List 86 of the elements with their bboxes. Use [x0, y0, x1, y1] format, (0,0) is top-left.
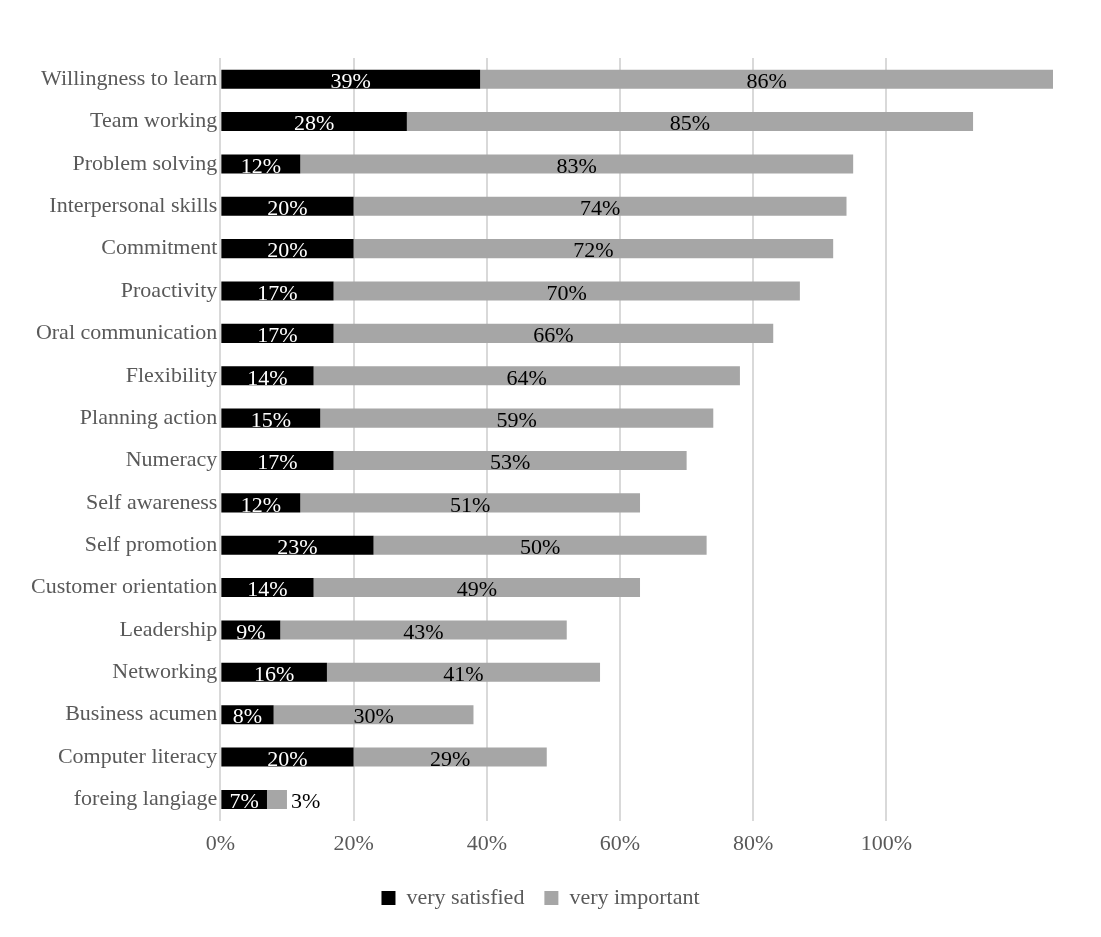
bar [300, 154, 854, 174]
data-label: 28% [293, 110, 335, 136]
y-tick-label: Computer literacy [57, 742, 218, 768]
bar [221, 323, 334, 343]
y-tick-label: Team working [89, 107, 218, 133]
legend-label: very important [569, 883, 700, 909]
y-tick-label: Leadership [119, 615, 218, 641]
data-label: 29% [430, 745, 471, 771]
bar [373, 535, 707, 555]
data-label: 9% [236, 618, 266, 644]
data-label: 51% [449, 491, 491, 517]
x-tick-label: 80% [733, 829, 774, 855]
legend-label: very satisfied [406, 883, 525, 909]
bar [333, 323, 774, 343]
bar [273, 705, 474, 725]
bar [221, 281, 334, 301]
y-tick-label: Customer orientation [31, 573, 218, 599]
bar [353, 747, 547, 767]
y-tick-label: Numeracy [125, 446, 218, 472]
y-tick-label: Willingness to learn [41, 64, 218, 90]
data-label: 3% [290, 788, 321, 814]
y-tick-label: Self awareness [86, 488, 218, 514]
bar [326, 662, 601, 682]
data-label: 17% [257, 279, 298, 305]
y-tick-label: Oral communication [35, 319, 218, 345]
data-label: 72% [573, 237, 614, 263]
x-tick-label: 60% [599, 829, 641, 855]
data-label: 23% [277, 534, 318, 559]
data-label: 64% [506, 364, 547, 390]
bar [313, 578, 641, 598]
bar [353, 239, 834, 259]
y-tick-label: Commitment [101, 234, 218, 260]
y-tick-label: foreing langiage [73, 785, 218, 811]
data-label: 85% [669, 110, 711, 136]
data-label: 8% [232, 703, 263, 729]
data-label: 20% [267, 745, 308, 771]
data-label: 66% [533, 322, 574, 348]
data-label: 74% [579, 195, 621, 221]
data-label: 20% [267, 237, 308, 263]
bar [333, 281, 800, 301]
data-label: 70% [546, 279, 587, 305]
bar [221, 69, 481, 89]
data-label: 17% [257, 322, 298, 348]
data-label: 30% [353, 703, 394, 729]
bar [300, 493, 641, 513]
data-label: 12% [240, 491, 281, 517]
data-label: 17% [257, 449, 298, 475]
bar [320, 408, 714, 428]
data-label: 53% [489, 449, 531, 475]
x-tick-label: 0% [205, 829, 236, 855]
y-tick-label: Self promotion [84, 531, 218, 556]
y-tick-label: Networking [112, 658, 218, 684]
data-label: 20% [267, 195, 308, 221]
data-label: 43% [403, 618, 444, 644]
y-tick-label: Business acumen [65, 700, 218, 726]
x-tick-label: 40% [466, 829, 507, 855]
data-label: 15% [250, 406, 291, 432]
bar [480, 69, 1053, 89]
bar [266, 789, 287, 809]
bar [313, 366, 740, 386]
data-label: 59% [496, 406, 537, 432]
data-label: 16% [253, 661, 295, 687]
bar [221, 535, 374, 555]
x-tick-label: 20% [333, 829, 374, 855]
bar [221, 112, 407, 132]
y-tick-label: Planning action [79, 403, 218, 429]
data-label: 39% [330, 67, 371, 93]
y-tick-label: Problem solving [72, 149, 218, 175]
data-label: 14% [247, 364, 288, 390]
y-tick-label: Interpersonal skills [49, 192, 218, 218]
data-label: 86% [746, 67, 787, 93]
y-tick-label: Proactivity [120, 276, 218, 302]
data-label: 50% [519, 534, 561, 559]
data-label: 83% [556, 152, 597, 178]
x-tick-label: 100% [860, 829, 913, 855]
data-label: 49% [456, 576, 497, 602]
data-label: 41% [443, 661, 484, 687]
bar [280, 620, 567, 640]
y-tick-label: Flexibility [125, 361, 218, 387]
bar [406, 112, 974, 132]
data-label: 12% [240, 152, 281, 178]
data-label: 14% [247, 576, 288, 602]
bar [353, 196, 847, 216]
bar [333, 450, 687, 471]
data-label: 7% [229, 788, 259, 814]
bar [221, 450, 334, 471]
